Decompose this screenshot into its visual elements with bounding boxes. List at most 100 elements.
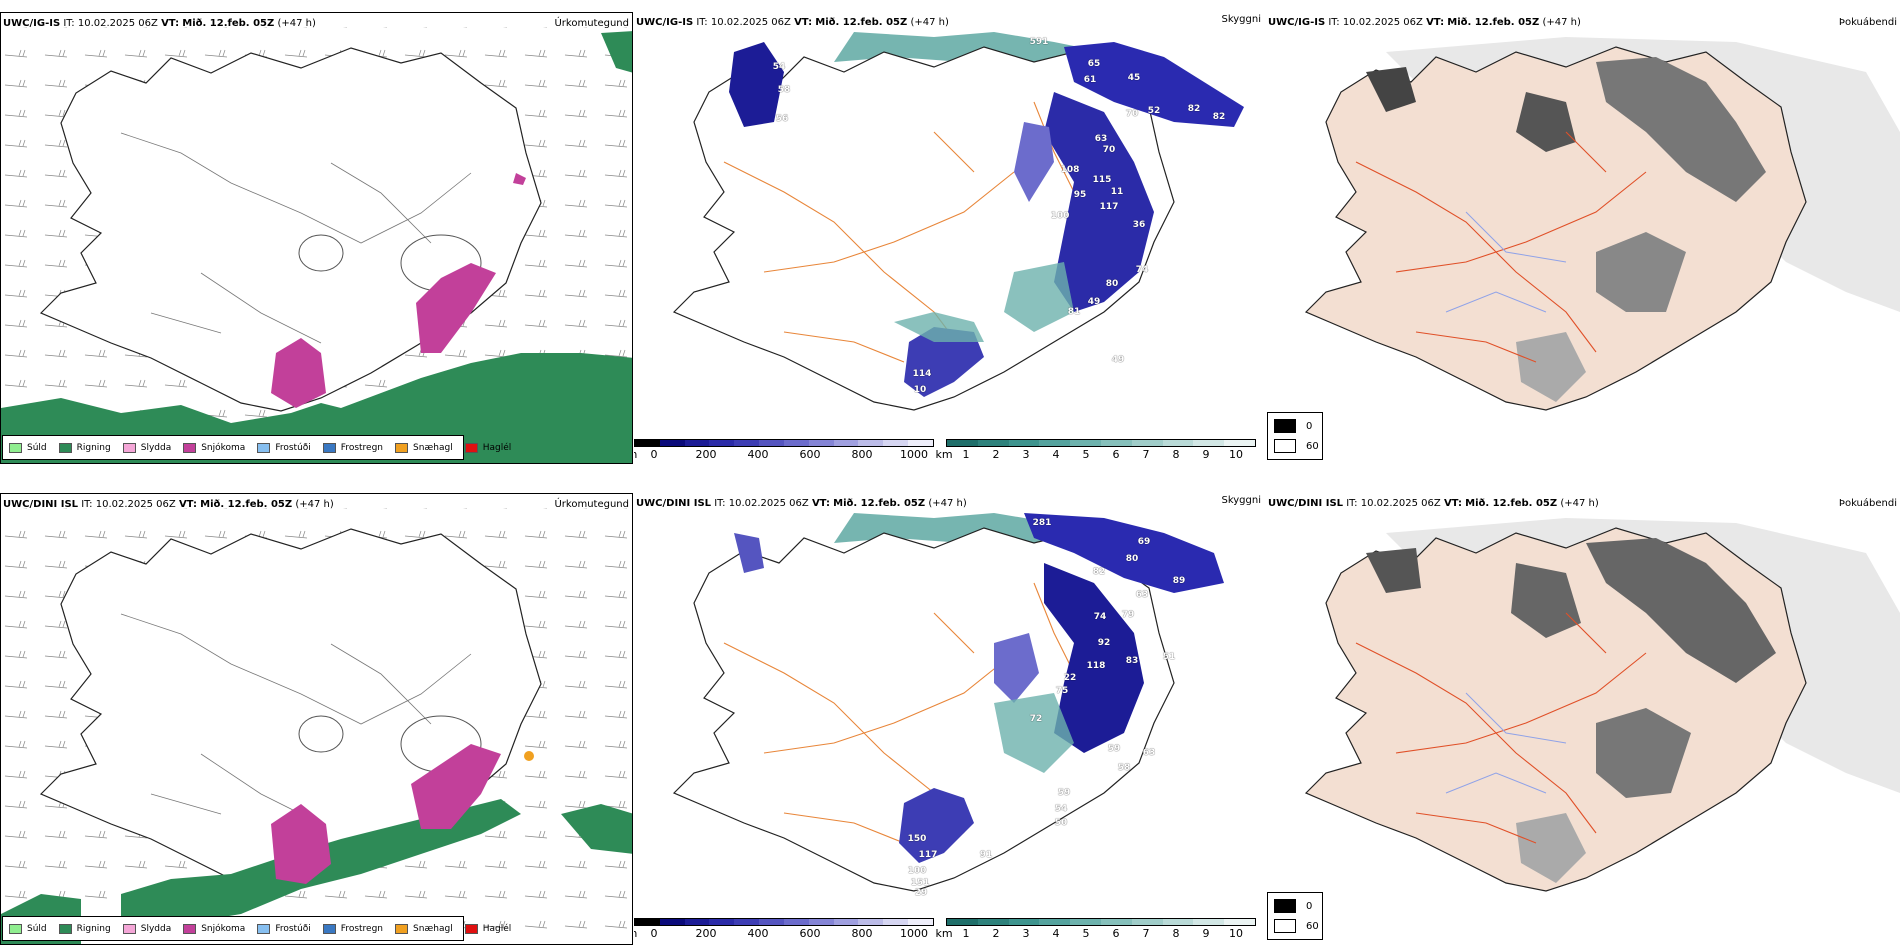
it-label: IT:: [696, 17, 708, 28]
colorbar-segment: [883, 919, 909, 925]
cloud-base-value: 72: [1029, 714, 1043, 724]
colorbar-tick-label: 0: [650, 927, 658, 940]
cloud-base-value: 54: [772, 62, 786, 72]
cloud-base-field: [729, 42, 784, 127]
fog-legend-label: 60: [1306, 440, 1319, 452]
valid-time: Mið. 12.feb. 05Z: [815, 17, 908, 28]
colorbar-segment: [1162, 919, 1194, 925]
cloud-base-value: 59: [1057, 788, 1071, 798]
colorbar-segment: [808, 919, 834, 925]
colorbar-segment: [659, 919, 685, 925]
cloud-base-value: 65: [1087, 59, 1101, 69]
legend-label: Haglél: [482, 923, 512, 934]
height-colorbar-gradient: [634, 918, 934, 926]
precip-map-bottom: [1, 508, 632, 944]
colorbar-unit: km: [935, 448, 953, 461]
colorbar-segment: [1008, 919, 1040, 925]
legend-label: Haglél: [482, 442, 512, 453]
precip-legend-item: Snjókoma: [183, 442, 246, 453]
lead-time: (+47 h): [910, 17, 949, 28]
legend-swatch: [122, 442, 136, 453]
cloud-base-value: 82: [1092, 567, 1106, 577]
fog-panel-top: Þokuábendi: [1266, 12, 1900, 412]
cloud-base-value: 11: [1110, 187, 1124, 197]
legend-swatch: [322, 923, 336, 934]
cloud-base-value: 91: [979, 850, 993, 860]
fog-field: [1516, 813, 1586, 883]
fog-legend-bottom: 0 60: [1267, 892, 1323, 940]
colorbar-tick-label: 4: [1052, 927, 1060, 940]
colorbar-tick-label: 7: [1142, 927, 1150, 940]
model-name: UWC/DINI ISL: [3, 499, 79, 510]
model-name: UWC/IG-IS: [1268, 17, 1326, 28]
colorbar-tick-label: 2: [992, 448, 1000, 461]
snow-area: [411, 744, 501, 829]
visibility-field: [1004, 262, 1074, 332]
colorbar-segment: [1100, 919, 1132, 925]
precip-legend-item: Rigning: [58, 442, 111, 453]
panel-title: UWC/DINI ISL IT: 10.02.2025 06Z VT: Mið.…: [1268, 498, 1599, 509]
cloud-base-value: 51: [1162, 652, 1176, 662]
cloud-base-value: 63: [1142, 748, 1156, 758]
cloud-base-value: 61: [1083, 75, 1097, 85]
cloud-base-value: 81: [1067, 307, 1081, 317]
cloud-base-value: 36: [1132, 220, 1146, 230]
legend-label: Rigning: [76, 923, 111, 934]
cloud-base-field: [1044, 563, 1144, 753]
cloud-base-value: 54: [1054, 804, 1068, 814]
contour-lines: [120, 613, 472, 825]
precip-legend-item: Rigning: [58, 923, 111, 934]
init-time: 10.02.2025 06Z: [95, 499, 176, 510]
colorbar-segment: [709, 440, 735, 446]
colorbar-segment: [783, 919, 809, 925]
legend-swatch: [395, 923, 409, 934]
legend-label: Frostúði: [275, 923, 311, 934]
rain-area: [601, 31, 632, 73]
colorbar-tick-label: 4: [1052, 448, 1060, 461]
fog-legend-label: 0: [1306, 900, 1313, 912]
colorbar-segment: [833, 919, 859, 925]
rain-area: [561, 804, 632, 854]
cloud-base-field: [1064, 42, 1244, 127]
road-lines: [1355, 131, 1647, 363]
colorbar-segment: [908, 919, 933, 925]
fog-field: [1366, 67, 1416, 112]
colorbar-segment: [858, 919, 884, 925]
it-label: IT:: [81, 499, 93, 510]
colorbar-segment: [709, 919, 735, 925]
legend-label: Snjókoma: [201, 442, 246, 453]
cloud-base-value: 591: [1029, 37, 1049, 47]
iceland-outline: [672, 527, 1175, 892]
panel-title: UWC/IG-IS IT: 10.02.2025 06Z VT: Mið. 12…: [3, 18, 316, 29]
legend-label: Frostregn: [340, 923, 384, 934]
colorbar-tick-label: 600: [799, 927, 821, 940]
cloud-base-field: [904, 327, 984, 397]
cloud-base-field: [1044, 92, 1154, 312]
cloud-base-value: 82: [1187, 104, 1201, 114]
colorbar-segment: [1193, 919, 1225, 925]
colorbar-segment: [783, 440, 809, 446]
cloud-panel-top: 591 65 61 45 54 58 56 82 82 70 52 63 70 115 95 108 100 11…: [634, 12, 1264, 464]
precip-legend-item: Frostúði: [257, 923, 311, 934]
cloud-base-field: [734, 533, 764, 573]
cloud-base-value: 75: [1055, 686, 1069, 696]
cloud-panel-bottom: 281 69 80 82 89 63 74 79 92 83 51 118 75 22 72 59 63 58 59…: [634, 493, 1264, 945]
legend-swatch: [257, 442, 271, 453]
colorbar-segment: [1100, 440, 1132, 446]
panel-title: UWC/IG-IS IT: 10.02.2025 06Z VT: Mið. 12…: [636, 17, 949, 28]
colorbar-segment: [1224, 440, 1255, 446]
road-lines: [1355, 612, 1647, 844]
valid-time: Mið. 12.feb. 05Z: [1447, 17, 1540, 28]
cloud-base-value: 92: [1097, 638, 1111, 648]
cloud-base-field: [1024, 513, 1224, 593]
colorbar-tick-label: 2: [992, 927, 1000, 940]
colorbar-segment: [858, 440, 884, 446]
legend-swatch: [9, 923, 22, 934]
legend-label: Súld: [27, 442, 47, 453]
fog-legend-label: 0: [1306, 420, 1313, 432]
fog-legend-swatch: [1274, 439, 1296, 453]
panel-type-label: Þokuábendi: [1838, 17, 1897, 28]
legend-swatch: [58, 923, 72, 934]
cloud-base-value: 80: [1125, 554, 1139, 564]
snow-area: [513, 173, 526, 185]
